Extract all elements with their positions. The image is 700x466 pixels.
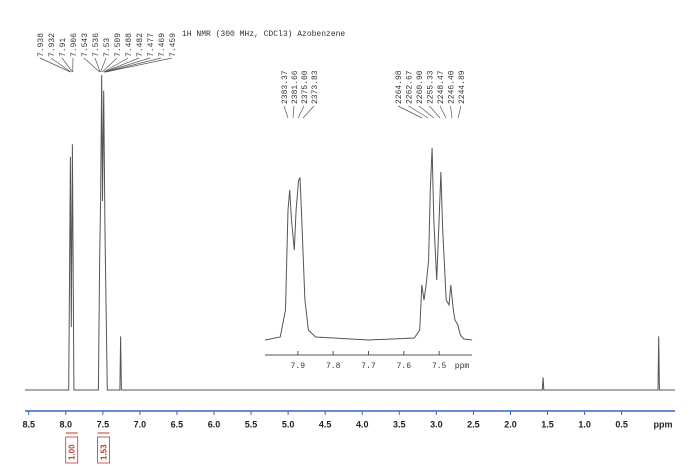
x-axis-label: ppm [455,362,470,371]
peak-label: 7.488 [125,33,134,57]
peak-leader [94,57,101,73]
peak-label: 2262.67 [406,70,415,104]
integral-label: 1.53 [100,444,109,460]
x-tick-label: 8.0 [60,419,73,429]
peak-label: 7.91 [59,38,68,57]
chart-title: 1H NMR (300 MHz, CDCl3) Azobenzene [182,30,345,39]
peak-leader [61,57,73,73]
x-tick-label: 0.5 [615,419,628,429]
peak-leader [105,57,173,73]
peak-leader [292,105,295,119]
x-tick-label: 5.0 [282,419,295,429]
x-tick-label: 7.0 [134,419,147,429]
x-tick-label: 2.5 [467,419,480,429]
x-tick-label: 2.0 [504,419,517,429]
peak-leader [408,105,429,119]
integral-box [97,436,110,464]
peak-label: 7.543 [81,33,90,57]
peak-leader [302,105,315,119]
peak-leader [429,105,441,119]
peak-leader [100,57,107,73]
integral-label: 1.00 [68,444,77,460]
x-tick-label: 7.8 [326,362,341,371]
x-tick-label: 7.5 [97,419,110,429]
x-tick-label: 6.0 [208,419,221,429]
x-tick-label: 6.5 [171,419,184,429]
peak-leader [283,105,289,119]
x-axis-label: ppm [654,419,673,429]
integral-box [65,436,79,464]
x-tick-label: 4.0 [356,419,369,429]
x-tick-label: 1.5 [541,419,554,429]
peak-label: 2260.90 [416,70,425,104]
peak-leader [50,57,72,73]
peak-label: 7.932 [48,33,57,57]
peak-leader [397,105,423,119]
spectrum-line [25,74,675,391]
x-tick-label: 3.5 [393,419,406,429]
peak-label: 7.459 [169,33,178,57]
x-tick-label: 7.5 [432,362,447,371]
x-tick-label: 3.0 [430,419,443,429]
peak-leader [418,105,435,119]
peak-label: 2383.37 [281,70,290,104]
peak-label: 2244.89 [458,70,467,104]
peak-label: 7.536 [92,33,101,57]
peak-label: 7.906 [70,33,79,57]
peak-leader [297,105,305,119]
peak-label: 7.509 [114,33,123,57]
peak-leader [450,105,453,119]
x-tick-label: 7.7 [361,362,376,371]
peak-leader [104,57,151,73]
peak-label: 7.477 [147,33,156,57]
x-tick-label: 5.5 [245,419,258,429]
peak-leader [103,57,129,73]
spectrum-line [264,147,473,341]
peak-label: 2255.33 [427,70,436,104]
peak-label: 2246.40 [448,70,457,104]
peak-leader [104,57,140,73]
peak-label: 2381.66 [291,70,300,104]
x-tick-label: 1.0 [578,419,591,429]
peak-leader [39,57,71,73]
peak-leader [105,57,162,73]
peak-label: 2373.83 [311,70,320,104]
peak-leader [101,57,118,73]
x-tick-label: 7.6 [397,362,412,371]
peak-label: 7.469 [158,33,167,57]
peak-label: 2264.98 [395,70,404,104]
x-tick-label: 8.5 [22,419,35,429]
peak-leader [439,105,447,119]
peak-label: 7.482 [136,33,145,57]
x-tick-label: 4.5 [319,419,332,429]
peak-leader [83,57,100,73]
peak-leader [457,105,462,119]
x-tick-label: 7.9 [291,362,306,371]
peak-label: 2375.00 [301,70,310,104]
peak-label: 2248.47 [437,70,446,104]
peak-label: 7.53 [103,38,112,57]
peak-label: 7.938 [37,33,46,57]
